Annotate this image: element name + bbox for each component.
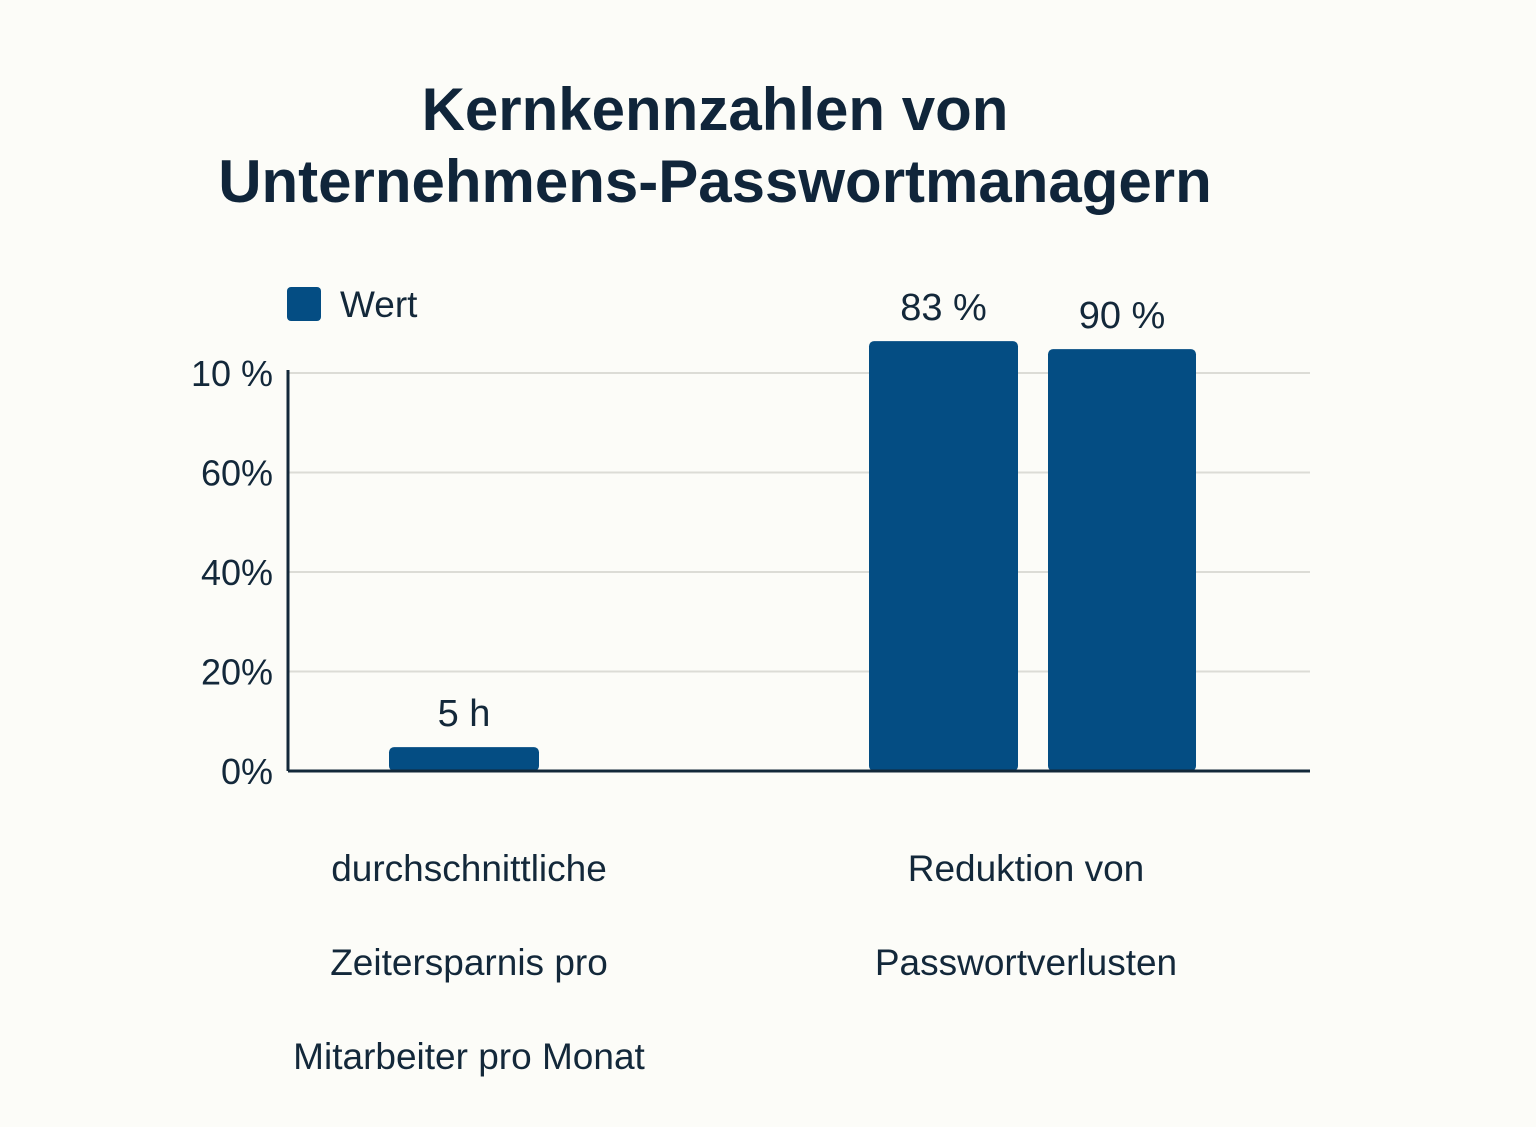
y-tick-label: 40% xyxy=(201,552,273,593)
bar xyxy=(389,747,539,771)
bar xyxy=(1048,349,1196,771)
chart-title-line-1: Kernkennzahlen von xyxy=(421,76,1009,143)
data-labels: 5 h 83 % 90 % xyxy=(438,287,1166,735)
x-category-label: durchschnittliche Zeitersparnis pro Mita… xyxy=(254,798,684,1127)
legend-label: Wert xyxy=(340,284,418,325)
data-label: 83 % xyxy=(900,287,987,329)
x-category-label: Reduktion von Passwortverlusten xyxy=(811,798,1241,1033)
x-category-label-line: durchschnittliche xyxy=(331,848,607,889)
x-category-label-line: Reduktion von xyxy=(907,848,1145,889)
x-category-label-line: Passwortverlusten xyxy=(874,942,1178,983)
data-label: 90 % xyxy=(1079,295,1166,337)
bars xyxy=(389,341,1196,771)
x-category-label-line: Mitarbeiter pro Monat xyxy=(293,1036,645,1077)
y-tick-label: 20% xyxy=(201,652,273,693)
y-tick-label: 10 % xyxy=(191,353,273,394)
legend-swatch xyxy=(287,287,321,321)
legend: Wert xyxy=(287,284,418,325)
bar-chart: 0% 20% 40% 60% 10 % 5 h 83 % 90 % Wert xyxy=(191,284,1310,792)
y-tick-label: 60% xyxy=(201,453,273,494)
bar xyxy=(869,341,1018,771)
chart-title-line-2: Unternehmens-Passwortmanagern xyxy=(218,148,1212,215)
y-tick-label: 0% xyxy=(221,751,273,792)
data-label: 5 h xyxy=(438,693,491,735)
y-axis-ticks: 0% 20% 40% 60% 10 % xyxy=(191,353,273,792)
x-category-label-line: Zeitersparnis pro xyxy=(330,942,608,983)
chart-title: Kernkennzahlen von Unternehmens-Passwort… xyxy=(0,74,1430,218)
